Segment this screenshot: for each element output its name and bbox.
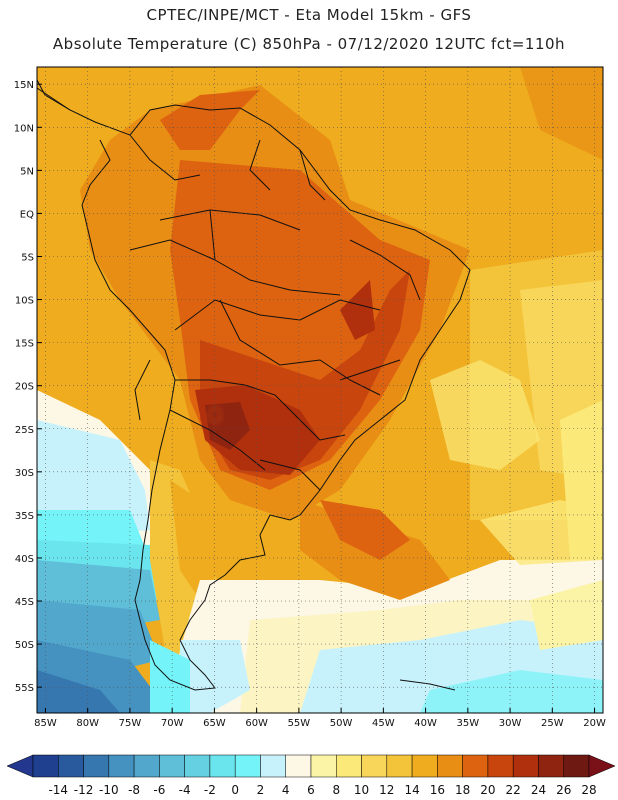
lon-tick-label: 65W <box>203 718 226 729</box>
colorbar-swatch <box>83 754 110 778</box>
lat-tick-label: 25S <box>15 425 34 436</box>
lat-tick-label: 5S <box>21 252 34 263</box>
colorbar-swatch <box>108 754 135 778</box>
lat-tick-label: 10N <box>14 123 34 134</box>
colorbar-label: 28 <box>581 783 596 797</box>
colorbar-swatch <box>563 754 590 778</box>
lon-tick-label: 60W <box>245 718 268 729</box>
colorbar-label: -12 <box>74 783 94 797</box>
colorbar-swatch <box>184 754 211 778</box>
colorbar-swatch <box>538 754 564 778</box>
variable-title: Absolute Temperature (C) 850hPa - 07/12/… <box>52 35 566 53</box>
lon-tick-label: 55W <box>288 718 311 729</box>
coastlines <box>37 79 471 691</box>
colorbar-swatch <box>336 754 362 778</box>
lon-tick-label: 50W <box>330 718 353 729</box>
colorbar: -14 -12 -10 -8 -6 -4 -2 0 2 4 6 8 10 12 14 16 18 20 22 24 26… <box>6 754 616 797</box>
colorbar-label: 20 <box>480 783 495 797</box>
lon-tick-label: 40W <box>414 718 437 729</box>
colorbar-swatch <box>32 754 59 778</box>
colorbar-label: 24 <box>531 783 546 797</box>
colorbar-swatch <box>487 754 514 778</box>
colorbar-swatch <box>133 754 160 778</box>
lon-tick-label: 20W <box>583 718 606 729</box>
colorbar-swatch <box>386 754 413 778</box>
temperature-field <box>37 67 603 713</box>
colorbar-label: 12 <box>379 783 394 797</box>
map-frame <box>36 66 604 714</box>
colorbar-label: 22 <box>506 783 521 797</box>
colorbar-label: -4 <box>179 783 191 797</box>
colorbar-label: -8 <box>128 783 140 797</box>
colorbar-swatch <box>260 754 286 778</box>
lat-tick-label: 20S <box>15 382 34 393</box>
colorbar-swatch <box>512 754 539 778</box>
colorbar-label: 18 <box>455 783 470 797</box>
latitude-axis: 15N 10N 5N EQ 5S 10S 15S 20S 25S 30S 35S 40S 45S 50S 5… <box>14 80 42 694</box>
colorbar-label: -10 <box>99 783 119 797</box>
lon-tick-label: 45W <box>372 718 395 729</box>
lon-tick-label: 35W <box>457 718 480 729</box>
longitude-axis: 85W 80W 75W 70W 65W 60W 55W 50W 45W 40W 35W 30W 25W 2… <box>34 708 606 729</box>
lat-tick-label: 35S <box>15 511 34 522</box>
colorbar-label: -14 <box>48 783 68 797</box>
colorbar-swatch <box>234 754 261 778</box>
colorbar-label: 14 <box>404 783 419 797</box>
colorbar-swatch <box>209 754 236 778</box>
lat-tick-label: 40S <box>15 554 34 565</box>
lat-tick-label: 10S <box>15 296 34 307</box>
colorbar-swatch <box>361 754 388 778</box>
colorbar-label: -6 <box>153 783 165 797</box>
lon-tick-label: 75W <box>119 718 142 729</box>
colorbar-swatch <box>462 754 489 778</box>
model-title: CPTEC/INPE/MCT - Eta Model 15km - GFS <box>146 6 472 24</box>
colorbar-swatch <box>58 754 84 778</box>
colorbar-swatch <box>437 754 463 778</box>
colorbar-swatch <box>310 754 337 778</box>
colorbar-label: 4 <box>282 783 290 797</box>
colorbar-label: 6 <box>307 783 315 797</box>
colorbar-label: 26 <box>556 783 571 797</box>
colorbar-label: 16 <box>430 783 445 797</box>
colorbar-over-arrow <box>588 754 616 778</box>
lon-tick-label: 70W <box>161 718 184 729</box>
lat-tick-label: 15N <box>14 80 34 91</box>
colorbar-label: -2 <box>204 783 216 797</box>
colorbar-under-arrow <box>6 754 34 778</box>
lat-tick-label: 55S <box>15 683 34 694</box>
colorbar-swatch <box>159 754 185 778</box>
colorbar-label: 8 <box>332 783 340 797</box>
colorbar-label: 10 <box>354 783 369 797</box>
lat-tick-label: 50S <box>15 640 34 651</box>
lat-tick-label: 15S <box>15 339 34 350</box>
lat-tick-label: 5N <box>20 166 34 177</box>
lon-tick-label: 30W <box>499 718 522 729</box>
lat-tick-label: 45S <box>15 597 34 608</box>
colorbar-swatch <box>411 754 438 778</box>
lat-tick-label: EQ <box>20 209 34 220</box>
colorbar-label: 2 <box>257 783 265 797</box>
lon-tick-label: 25W <box>541 718 564 729</box>
colorbar-swatch <box>285 754 312 778</box>
lon-tick-label: 80W <box>76 718 99 729</box>
lon-tick-label: 85W <box>34 718 57 729</box>
colorbar-label: 0 <box>231 783 239 797</box>
lat-tick-label: 30S <box>15 468 34 479</box>
